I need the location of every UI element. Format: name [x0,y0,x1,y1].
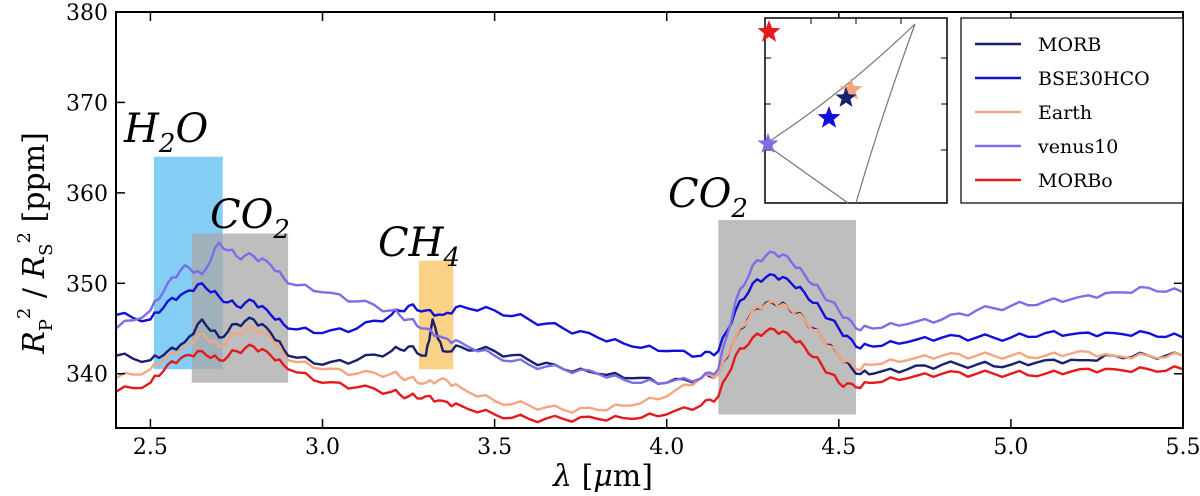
y-tick-label: 340 [66,363,108,388]
series-line-morb [115,300,1184,386]
inset-plot [757,17,948,204]
inset-star-4 [757,133,779,153]
x-tick-label: 4.0 [649,435,684,460]
x-tick-label: 4.5 [821,435,856,460]
x-tick-label: 5.5 [1166,435,1200,460]
x-tick-label: 2.5 [133,435,168,460]
inset-star-1 [839,78,863,100]
x-tick-label: 3.0 [305,435,340,460]
series-line-earth [115,300,1184,414]
inset-ticks [765,18,947,151]
series-lines [115,241,1184,424]
y-tick-label: 380 [66,1,108,26]
legend-frame [960,17,1184,204]
legend-label-morb: MORB [1038,34,1101,56]
x-axis-label: λ [μm] [552,459,653,494]
band-label-0: H2O [123,106,208,159]
plot-frame [115,11,1184,429]
legend-label-venus10: venus10 [1037,136,1118,158]
inset-star-0 [757,20,781,42]
inset-frame [764,17,948,204]
inset-ternary-outline [764,23,916,204]
band-co2-3 [718,220,857,415]
series-line-bse30hco [115,273,1184,358]
inset-star-2 [835,87,857,107]
series-line-venus10 [115,241,1184,385]
axes [115,11,1184,429]
inset-star-3 [817,106,841,128]
x-tick-label: 5.0 [993,435,1028,460]
y-tick-label: 360 [66,182,108,207]
legend-items: MORB BSE30HCO Earth venus10 MORBo [975,34,1150,192]
legend-label-morbo: MORBo [1038,170,1113,192]
band-label-3: CO2 [668,171,748,224]
absorption-bands [153,156,857,415]
legend-label-earth: Earth [1038,102,1092,124]
legend: MORB BSE30HCO Earth venus10 MORBo [960,17,1184,204]
y-tick-label: 370 [66,91,108,116]
y-axis-label: RP2 / RS2 [ppm] [14,132,57,355]
y-tick-label: 350 [66,272,108,297]
band-label-1: CO2 [210,192,290,245]
x-tick-label: 3.5 [477,435,512,460]
band-label-2: CH4 [378,220,460,273]
legend-label-bse30hco: BSE30HCO [1038,68,1150,90]
ticks: 2.5 3.0 3.5 4.0 4.5 5.0 5.5 340 350 360 370 380 [66,1,1200,460]
series-line-morbo [115,327,1184,424]
inset-stars [757,20,863,153]
